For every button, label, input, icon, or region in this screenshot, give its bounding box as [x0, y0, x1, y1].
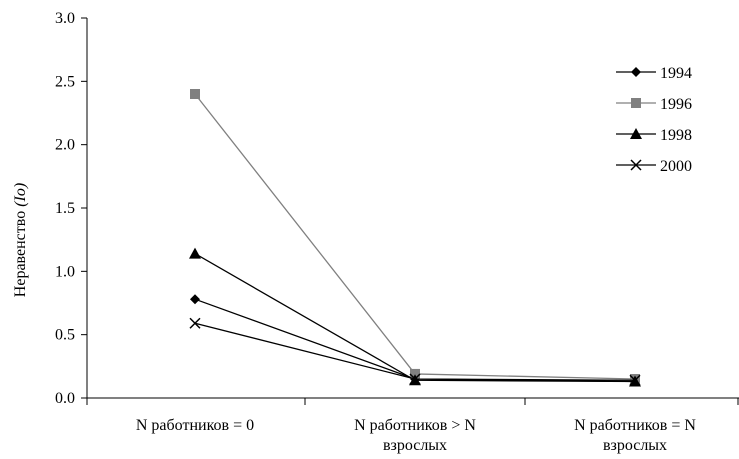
legend-label-2000: 2000 — [660, 158, 692, 175]
y-tick-label: 2.5 — [55, 73, 75, 90]
data-point-1996 — [190, 89, 200, 99]
y-axis-title-italic: (Io) — [12, 183, 29, 207]
x-category-label-line: взрослых — [383, 437, 447, 454]
legend-marker-2000-stroke — [630, 159, 642, 171]
y-axis-title-main: Неравенство — [12, 207, 29, 297]
x-category-label-line: N работников = 0 — [136, 417, 254, 434]
chart-axes: 0.0 0.5 1.0 1.5 2.0 2.5 3.0 N работников = 0 N р… — [55, 10, 739, 454]
y-tick-label: 1.5 — [55, 200, 75, 217]
data-point-1996 — [410, 368, 420, 379]
legend-marker-1994 — [631, 67, 641, 77]
y-tick-label: 3.0 — [55, 10, 75, 27]
data-point-1998 — [189, 247, 201, 259]
data-point-2000 — [409, 373, 421, 385]
x-category-label-line: взрослых — [603, 437, 667, 454]
data-point-1994 — [190, 294, 200, 305]
legend-marker-1996 — [631, 98, 641, 108]
data-point-2000-stroke — [409, 373, 421, 385]
series-line-1998 — [194, 253, 636, 383]
series-layer — [189, 89, 641, 387]
chart-legend: 1994 1996 1998 2000 — [616, 65, 692, 175]
legend-marker-2000 — [630, 159, 642, 171]
data-point-2000-stroke — [189, 317, 201, 329]
x-category-label-line: N работников > N — [354, 417, 476, 434]
legend-label-1996: 1996 — [660, 96, 692, 113]
y-tick-label: 0.5 — [55, 327, 75, 344]
y-tick-label: 2.0 — [55, 137, 75, 154]
data-point-2000-stroke — [629, 374, 641, 386]
legend-marker-1998 — [630, 128, 642, 139]
legend-label-1994: 1994 — [660, 65, 692, 82]
data-point-2000 — [189, 317, 201, 329]
series-line-1996 — [194, 93, 636, 380]
y-tick-label: 0.0 — [55, 390, 75, 407]
x-category-label: N работников = N взрослых — [574, 417, 696, 454]
data-point-2000 — [629, 374, 641, 386]
y-tick-label: 1.0 — [55, 263, 75, 280]
legend-label-1998: 1998 — [660, 127, 692, 144]
x-category-label-line: N работников = N — [574, 417, 696, 434]
x-category-label: N работников = 0 — [136, 417, 254, 434]
y-axis-title: Неравенство (Io) — [12, 183, 29, 297]
x-category-label: N работников > N взрослых — [354, 417, 476, 454]
